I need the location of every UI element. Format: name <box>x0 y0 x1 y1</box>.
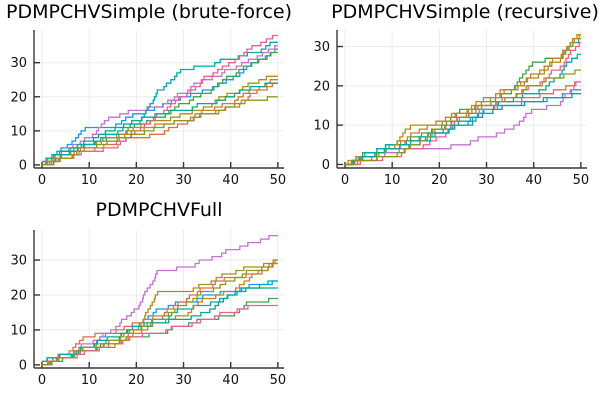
x-tick-label: 50 <box>270 373 287 388</box>
x-tick-label: 20 <box>431 173 448 188</box>
x-tick-label: 40 <box>525 173 542 188</box>
x-tick-label: 30 <box>175 373 192 388</box>
chart-title-recursive: PDMPCHVSimple (recursive) <box>331 1 599 23</box>
y-tick-label: 30 <box>10 254 27 269</box>
x-tick-label: 10 <box>81 173 98 188</box>
series-path-trajectory-6 <box>42 41 278 166</box>
y-tick-label: 20 <box>313 79 330 94</box>
y-tick-label: 10 <box>10 124 27 139</box>
y-tick-label: 0 <box>322 158 330 173</box>
y-tick-label: 0 <box>19 158 27 173</box>
series-path-trajectory-9 <box>345 93 581 166</box>
y-tick-label: 20 <box>10 288 27 303</box>
x-tick-label: 40 <box>222 173 239 188</box>
y-tick-label: 20 <box>10 90 27 105</box>
y-tick-label: 30 <box>313 40 330 55</box>
subplot-pdmpchvsimple-recursive: 0 10 20 30 40 50 0 10 20 30 <box>313 30 589 188</box>
series-path-trajectory-7 <box>42 34 278 166</box>
series-path-trajectory-2 <box>42 262 278 366</box>
x-tick-label: 20 <box>128 373 145 388</box>
y-tick-label: 30 <box>10 56 27 71</box>
x-tick-label: 20 <box>128 173 145 188</box>
x-tick-label: 10 <box>81 373 98 388</box>
series-path-trajectory-9 <box>42 82 278 163</box>
series-path-trajectory-4 <box>42 234 278 363</box>
series-path-trajectory-10 <box>42 96 278 166</box>
x-tick-label: 50 <box>573 173 590 188</box>
chart-title-brute-force: PDMPCHVSimple (brute-force) <box>6 1 292 23</box>
y-tick-label: 0 <box>19 358 27 373</box>
x-tick-label: 0 <box>341 173 349 188</box>
x-tick-label: 40 <box>222 373 239 388</box>
subplot-pdmpchvsimple-brute-force: 0 10 20 30 40 50 0 10 20 30 <box>10 30 286 188</box>
series-path-trajectory-8 <box>345 34 581 166</box>
y-tick-label: 10 <box>313 119 330 134</box>
x-tick-label: 30 <box>478 173 495 188</box>
series-path-trajectory-8 <box>42 82 278 166</box>
x-tick-label: 30 <box>175 173 192 188</box>
series-path-trajectory-7 <box>42 304 278 363</box>
series-path-trajectory-4 <box>42 45 278 166</box>
x-tick-label: 10 <box>384 173 401 188</box>
x-tick-label: 50 <box>270 173 287 188</box>
series-path-trajectory-10 <box>345 69 581 166</box>
y-tick-label: 10 <box>10 323 27 338</box>
subplot-pdmpchvfull: 0 10 20 30 40 50 0 10 20 30 <box>10 230 286 388</box>
chart-title-full: PDMPCHVFull <box>95 199 223 221</box>
x-tick-label: 0 <box>38 173 46 188</box>
series-path-trajectory-10 <box>42 262 278 366</box>
x-tick-label: 0 <box>38 373 46 388</box>
